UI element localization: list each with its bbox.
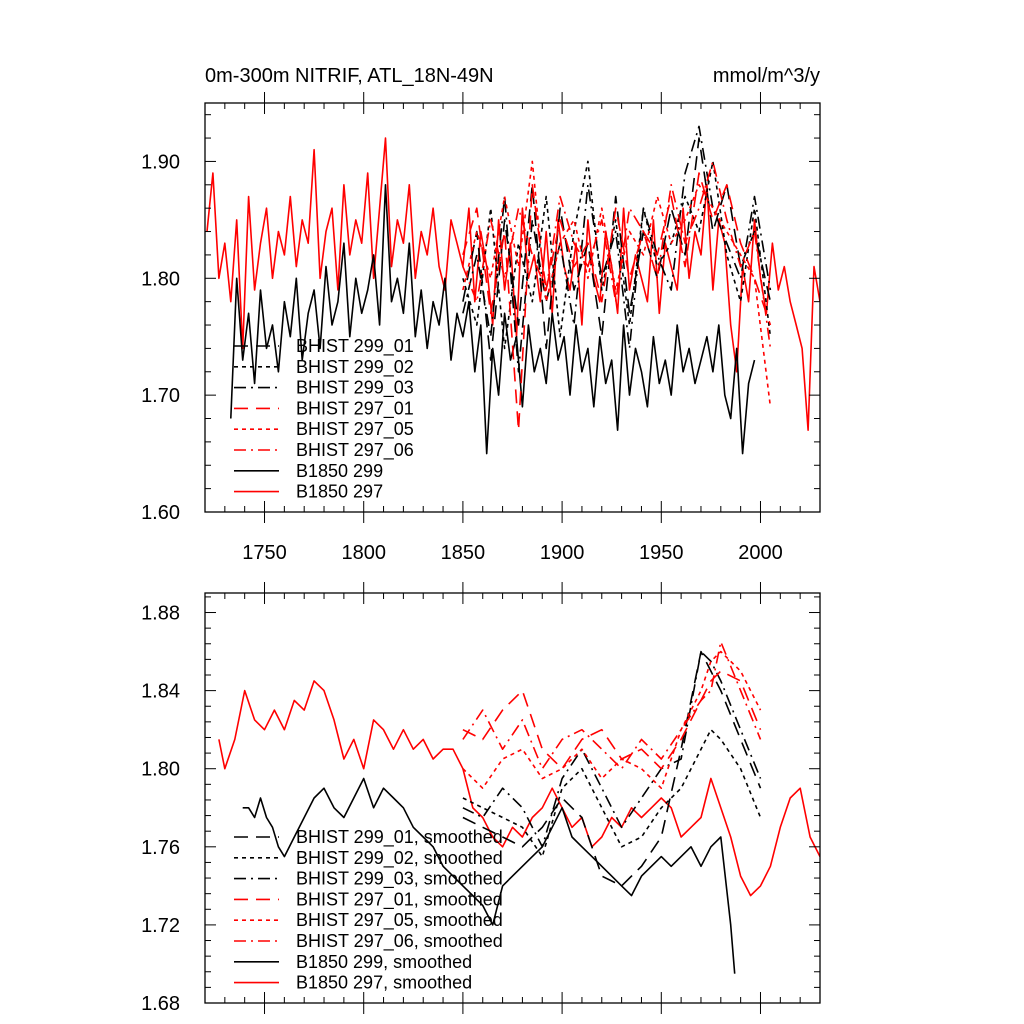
plot-frame	[204, 102, 821, 513]
series-line-bhist-297-01-smoothed	[462, 670, 762, 770]
bottom-series-group	[218, 640, 820, 974]
top-axes: 1.60 1.70 1.80 1.90 1750 1800 1850 1900 1950 2000	[141, 92, 821, 564]
series-line-bhist-299-03-smoothed	[462, 650, 762, 848]
legend-label: BHIST 299_02	[296, 357, 414, 378]
legend-label: BHIST 299_03	[296, 378, 414, 399]
series-line-bhist-299-03	[462, 125, 772, 373]
legend-label: BHIST 297_05	[296, 419, 414, 440]
series-line-b1850-299	[230, 184, 756, 455]
legend-label: BHIST 299_01	[296, 336, 414, 357]
bottom-axes: 1.68 1.72 1.76 1.80 1.84 1.88	[141, 582, 821, 1015]
top-series-group	[206, 125, 820, 455]
series-line-bhist-297-01	[462, 172, 772, 432]
y-tick-label: 1.60	[141, 502, 180, 524]
legend-label: B1850 299	[296, 461, 383, 481]
y-tick-label: 1.84	[141, 681, 180, 703]
panel-bottom: 1.68 1.72 1.76 1.80 1.84 1.88 BHIST 299_01, s…	[141, 582, 821, 1015]
y-tick-label: 1.90	[141, 151, 180, 173]
y-tick-label: 1.68	[141, 993, 180, 1015]
y-tick-label: 1.76	[141, 837, 180, 859]
legend-label: BHIST 299_02, smoothed	[296, 848, 503, 869]
y-tick-label: 1.72	[141, 915, 180, 937]
series-line-b1850-297-smoothed	[218, 680, 820, 897]
x-tick-label: 1900	[540, 542, 585, 564]
y-tick-label: 1.80	[141, 268, 180, 290]
legend-label: B1850 299, smoothed	[296, 952, 472, 972]
series-line-bhist-297-06-smoothed	[462, 640, 762, 770]
legend-label: B1850 297, smoothed	[296, 973, 472, 993]
plot-frame	[204, 592, 821, 1004]
legend-label: BHIST 297_06	[296, 440, 414, 461]
series-line-bhist-299-02	[462, 160, 772, 350]
series-line-bhist-297-05-smoothed	[462, 650, 762, 790]
legend-label: BHIST 297_06, smoothed	[296, 931, 503, 952]
legend-label: BHIST 297_01, smoothed	[296, 889, 503, 910]
x-tick-label: 1850	[441, 542, 486, 564]
title-right: mmol/m^3/y	[713, 65, 820, 87]
legend-label: BHIST 297_01	[296, 398, 414, 419]
y-tick-label: 1.80	[141, 759, 180, 781]
x-tick-label: 1750	[242, 542, 287, 564]
legend-label: BHIST 297_05, smoothed	[296, 910, 503, 931]
series-line-b1850-297	[206, 137, 820, 432]
x-tick-label: 1800	[341, 542, 386, 564]
y-tick-label: 1.70	[141, 385, 180, 407]
series-line-b1850-299-smoothed	[242, 777, 736, 974]
y-tick-label: 1.88	[141, 603, 180, 625]
legend-label: B1850 297	[296, 482, 383, 502]
series-line-bhist-299-02-smoothed	[462, 728, 762, 858]
legend-label: BHIST 299_03, smoothed	[296, 869, 503, 890]
series-line-bhist-299-01	[462, 137, 772, 361]
x-tick-label: 2000	[738, 542, 783, 564]
legend-label: BHIST 299_01, smoothed	[296, 827, 503, 848]
x-tick-label: 1950	[639, 542, 684, 564]
panel-top: 0m-300m NITRIF, ATL_18N-49N mmol/m^3/y 1…	[141, 65, 821, 564]
title-left: 0m-300m NITRIF, ATL_18N-49N	[205, 65, 494, 87]
